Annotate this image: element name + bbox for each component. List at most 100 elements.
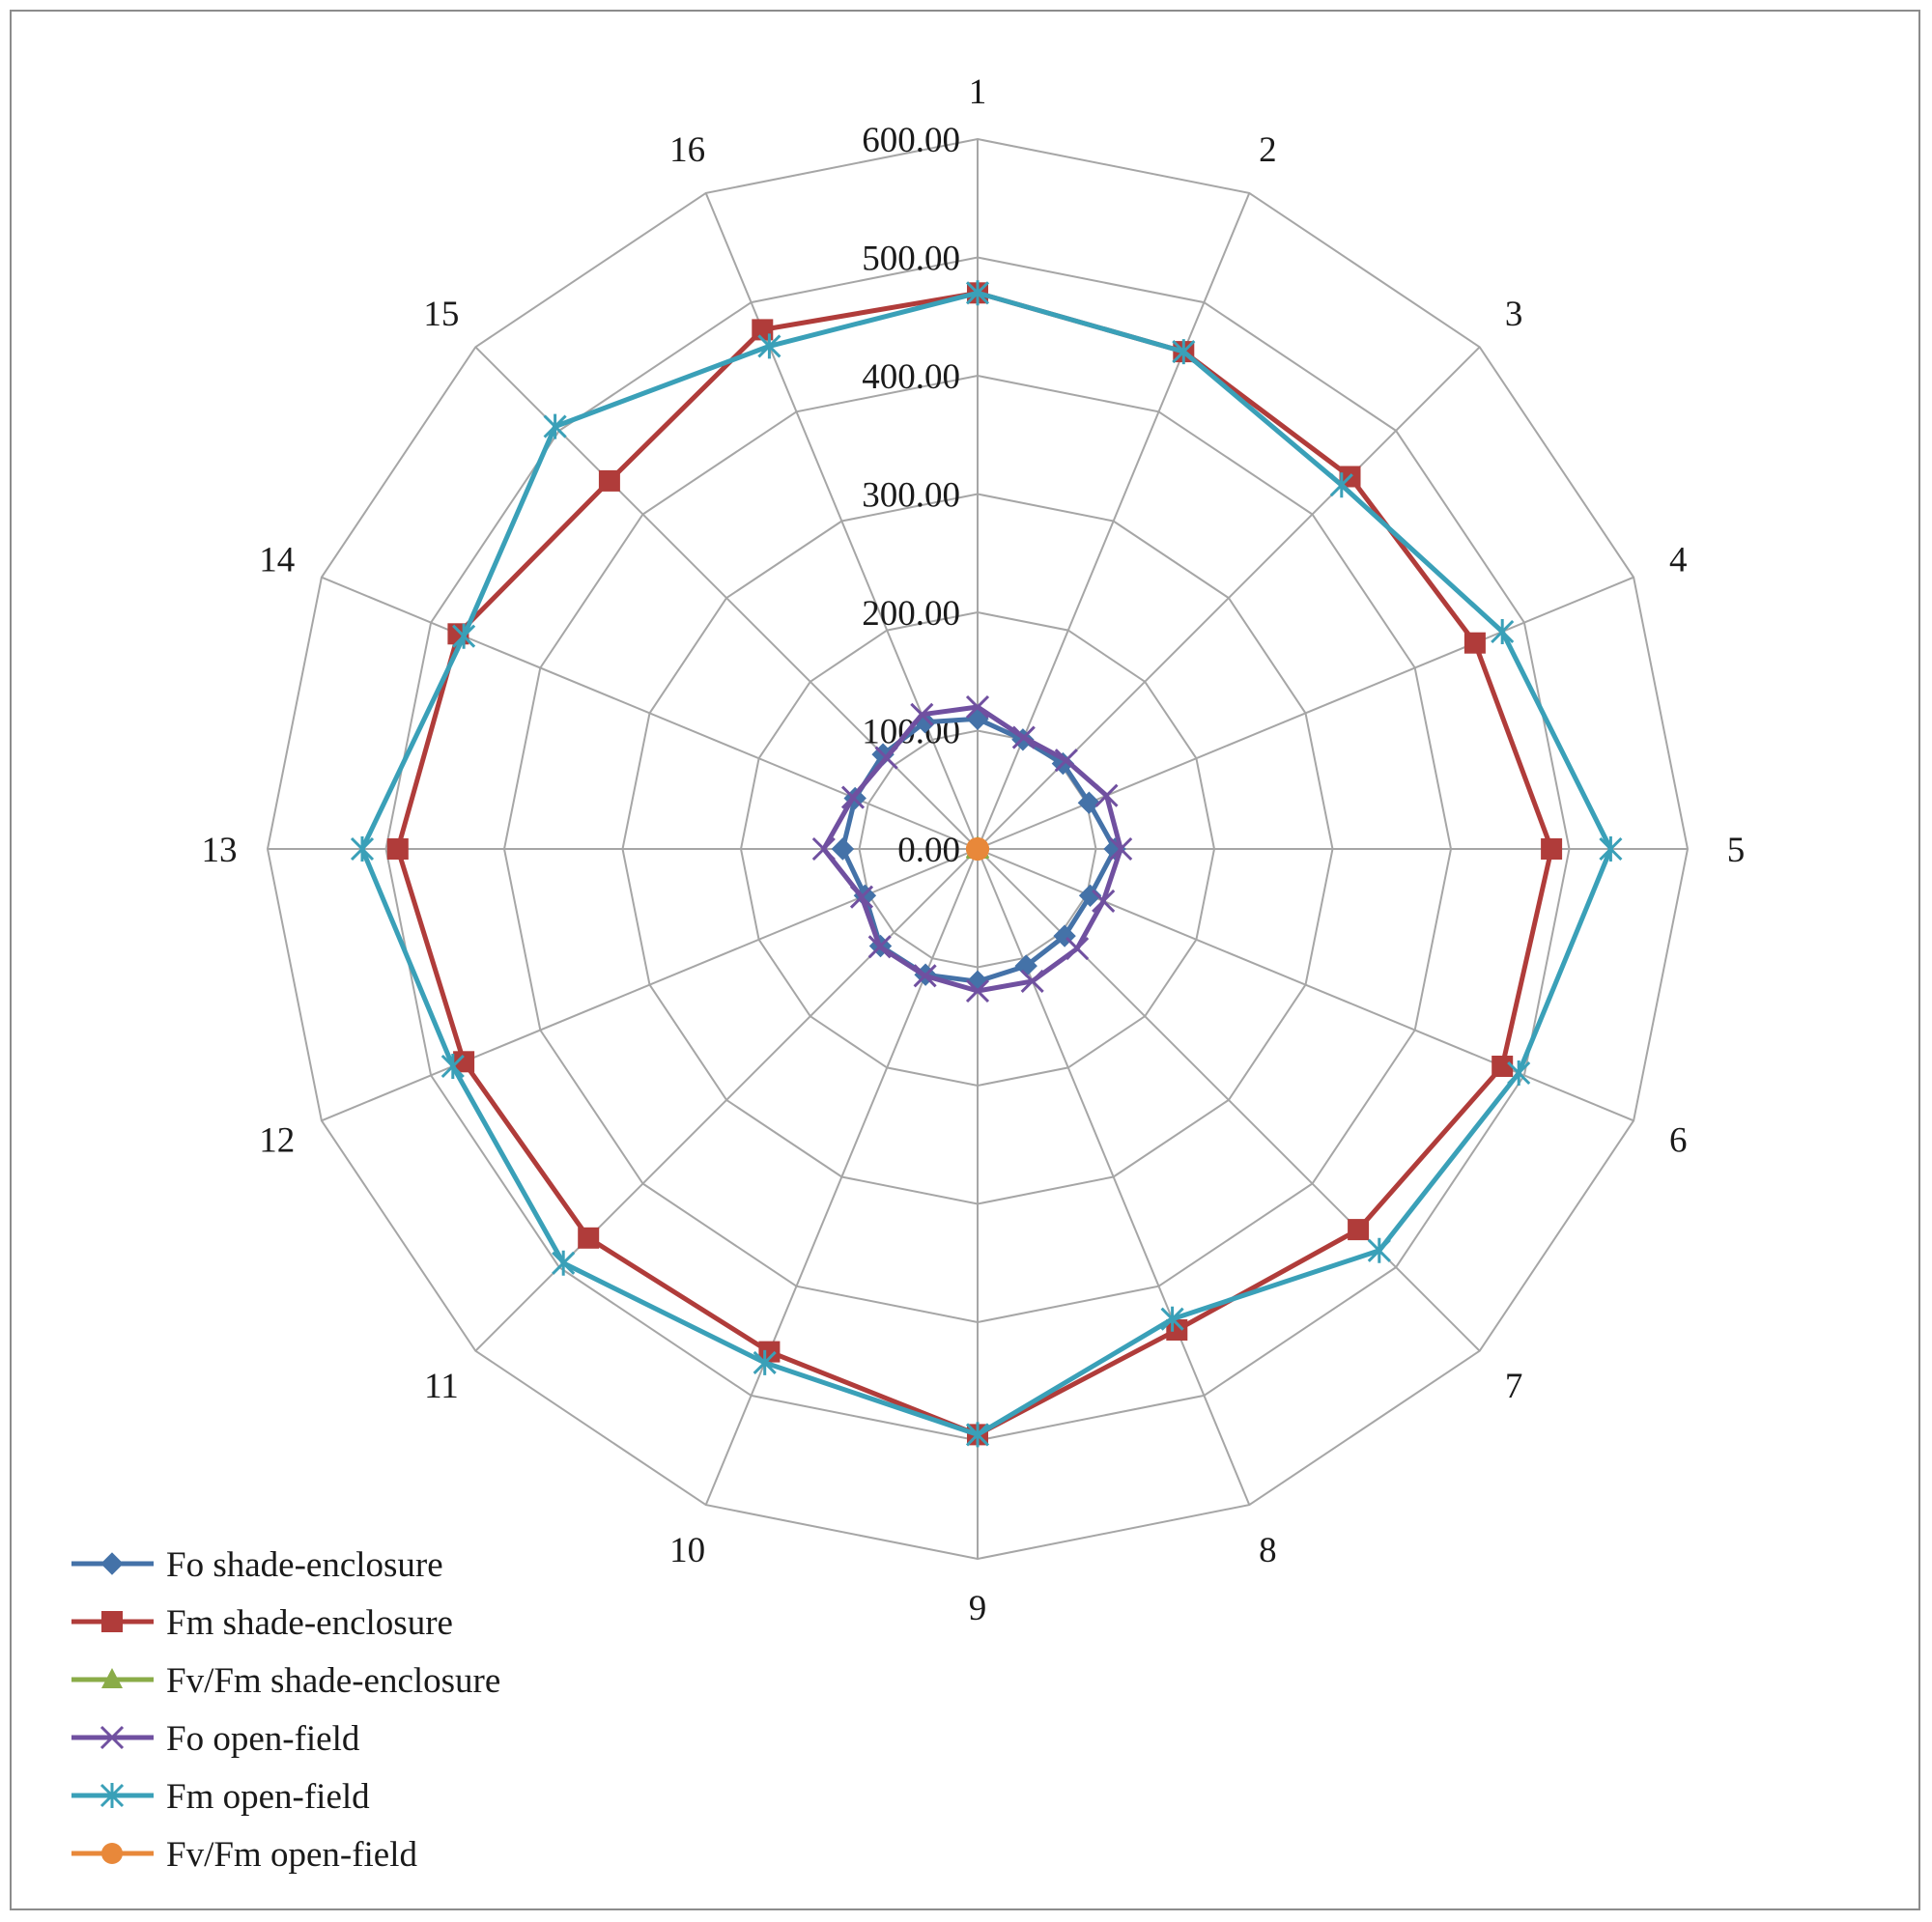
series-3-point-13 bbox=[811, 836, 836, 862]
legend-label-1: Fm shade-enclosure bbox=[166, 1603, 453, 1643]
tick-label-6: 600.00 bbox=[862, 121, 960, 160]
series-1-point-16 bbox=[752, 319, 774, 341]
series-4-point-13 bbox=[350, 836, 375, 862]
series-4-point-3 bbox=[1329, 472, 1353, 498]
series-3-point-8 bbox=[1020, 969, 1044, 993]
series-3 bbox=[811, 694, 1133, 1003]
legend-label-4: Fm open-field bbox=[166, 1777, 370, 1817]
series-4-point-2 bbox=[1172, 339, 1196, 365]
series-1-point-11 bbox=[578, 1227, 600, 1249]
series-3-point-1 bbox=[965, 694, 990, 720]
series-4-point-4 bbox=[1491, 619, 1515, 644]
legend-marker-4 bbox=[99, 1783, 125, 1808]
series-4-point-8 bbox=[1160, 1306, 1184, 1332]
category-label-13: 13 bbox=[202, 831, 238, 870]
category-label-1: 1 bbox=[969, 72, 987, 112]
series-3-point-9 bbox=[965, 978, 990, 1003]
series-4-point-14 bbox=[452, 623, 476, 649]
spoke-10 bbox=[704, 848, 979, 1506]
series-0-point-13 bbox=[831, 837, 855, 861]
series-4-point-11 bbox=[552, 1250, 576, 1276]
legend: Fo shade-enclosure Fm shade-enclosure Fv/F… bbox=[71, 1545, 500, 1875]
series-4-point-10 bbox=[753, 1349, 777, 1375]
series-4-point-5 bbox=[1599, 836, 1623, 862]
series-3-point-4 bbox=[1094, 783, 1119, 807]
series-3-point-6 bbox=[1092, 889, 1116, 913]
series-3-point-10 bbox=[913, 964, 937, 988]
tick-label-4: 400.00 bbox=[862, 357, 960, 397]
legend-item-4: Fm open-field bbox=[71, 1777, 370, 1817]
series-3-point-3 bbox=[1054, 749, 1078, 773]
series-0-point-6 bbox=[1078, 884, 1102, 908]
spoke-16 bbox=[704, 192, 979, 850]
category-label-4: 4 bbox=[1669, 541, 1688, 580]
series-3-point-2 bbox=[1011, 725, 1036, 749]
spoke-3 bbox=[977, 346, 1481, 850]
series-1-point-6 bbox=[1492, 1056, 1514, 1077]
series-4-point-16 bbox=[757, 333, 781, 359]
legend-marker-5 bbox=[101, 1843, 123, 1864]
series-4-point-1 bbox=[965, 280, 990, 306]
category-label-7: 7 bbox=[1505, 1367, 1523, 1406]
legend-marker-1 bbox=[101, 1611, 123, 1632]
tick-label-3: 300.00 bbox=[862, 476, 960, 516]
series-5 bbox=[966, 837, 989, 861]
tick-label-2: 200.00 bbox=[862, 594, 960, 634]
series-3-point-16 bbox=[910, 702, 934, 726]
series-line-1 bbox=[395, 290, 1554, 1437]
series-3-point-7 bbox=[1065, 937, 1090, 961]
series-4 bbox=[350, 280, 1623, 1448]
category-label-6: 6 bbox=[1669, 1120, 1688, 1160]
series-4-point-9 bbox=[965, 1422, 990, 1448]
series-line-4 bbox=[359, 290, 1613, 1437]
legend-label-0: Fo shade-enclosure bbox=[166, 1545, 443, 1585]
series-4-point-15 bbox=[543, 413, 567, 439]
series-1-point-12 bbox=[453, 1051, 475, 1073]
category-label-16: 16 bbox=[669, 130, 705, 170]
legend-label-5: Fv/Fm open-field bbox=[166, 1835, 418, 1875]
category-label-9: 9 bbox=[969, 1589, 987, 1628]
legend-item-0: Fo shade-enclosure bbox=[71, 1545, 443, 1585]
spoke-11 bbox=[474, 848, 979, 1352]
legend-label-3: Fo open-field bbox=[166, 1719, 360, 1759]
legend-marker-3 bbox=[99, 1725, 125, 1750]
series-3-point-14 bbox=[840, 785, 866, 809]
series-3-point-15 bbox=[874, 746, 898, 770]
series-1-point-13 bbox=[386, 838, 409, 860]
series-3-point-5 bbox=[1109, 836, 1133, 862]
category-label-5: 5 bbox=[1727, 831, 1746, 870]
category-label-14: 14 bbox=[259, 541, 295, 580]
category-label-3: 3 bbox=[1505, 295, 1523, 334]
category-label-11: 11 bbox=[424, 1367, 459, 1406]
series-4-point-6 bbox=[1507, 1060, 1531, 1086]
spoke-6 bbox=[977, 848, 1634, 1122]
series-5-point-16 bbox=[966, 837, 988, 860]
legend-item-3: Fo open-field bbox=[71, 1719, 360, 1759]
series-4-point-12 bbox=[440, 1054, 465, 1079]
spoke-8 bbox=[977, 848, 1251, 1506]
legend-marker-0 bbox=[100, 1552, 124, 1575]
category-label-2: 2 bbox=[1259, 130, 1277, 170]
category-label-8: 8 bbox=[1259, 1531, 1277, 1570]
series-1-point-5 bbox=[1541, 838, 1563, 860]
legend-item-2: Fv/Fm shade-enclosure bbox=[71, 1661, 500, 1701]
series-1-point-15 bbox=[598, 469, 620, 492]
spoke-2 bbox=[977, 192, 1251, 850]
series-1-point-4 bbox=[1463, 632, 1486, 654]
category-label-10: 10 bbox=[669, 1531, 705, 1570]
series-layer bbox=[350, 280, 1623, 1448]
legend-item-5: Fv/Fm open-field bbox=[71, 1835, 418, 1875]
legend-label-2: Fv/Fm shade-enclosure bbox=[166, 1661, 500, 1701]
series-4-point-7 bbox=[1367, 1237, 1391, 1263]
tick-label-0: 0.00 bbox=[897, 831, 960, 870]
spoke-14 bbox=[321, 576, 979, 850]
radar-chart: 1 2 3 4 5 6 7 8 9 10 11 12 13 14 15 16 0.00 100.00 200.00… bbox=[10, 10, 1920, 1910]
legend-item-1: Fm shade-enclosure bbox=[71, 1603, 453, 1643]
series-1-point-7 bbox=[1348, 1219, 1370, 1241]
series-0-point-4 bbox=[1077, 791, 1101, 814]
series-3-point-12 bbox=[849, 885, 874, 909]
series-3-point-11 bbox=[867, 935, 892, 959]
